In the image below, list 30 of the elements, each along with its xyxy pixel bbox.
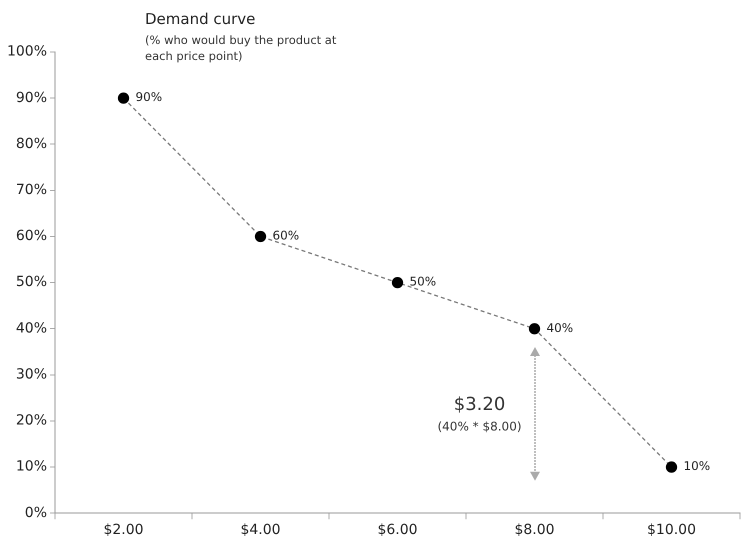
data-label: 50% (410, 274, 436, 289)
y-tick-label: 30% (16, 366, 48, 382)
chart-title: Demand curve (145, 10, 256, 28)
x-tick-label: $10.00 (647, 522, 696, 538)
y-tick-label: 70% (16, 182, 48, 198)
y-tick-label: 90% (16, 90, 48, 106)
y-tick-label: 80% (16, 136, 48, 152)
data-label: 10% (684, 459, 710, 474)
data-label: 40% (546, 320, 574, 335)
y-tick-label: 100% (6, 44, 48, 60)
y-tick-label: 10% (16, 458, 48, 475)
chart-subtitle: (% who would buy the product at each price point) (145, 32, 338, 64)
y-tick-label: 20% (16, 412, 48, 429)
point (392, 276, 404, 288)
x-tick-label: $6.00 (377, 522, 418, 538)
y-tick-label: 50% (16, 274, 48, 290)
point (528, 323, 540, 334)
y-tick-label: 60% (16, 228, 48, 244)
x-tick-label: $2.00 (103, 522, 144, 538)
point (254, 230, 266, 242)
y-tick-label: 0% (24, 504, 48, 521)
data-label: 60% (272, 228, 300, 243)
point (118, 92, 130, 104)
x-tick-label: $8.00 (514, 522, 555, 538)
annotation: (40% * $8.00) (437, 419, 522, 434)
annotation: $3.20 (454, 394, 506, 415)
data-label: 90% (136, 90, 162, 104)
x-tick-label: $4.00 (240, 522, 281, 538)
point (666, 461, 678, 473)
y-tick-label: 40% (16, 320, 48, 336)
